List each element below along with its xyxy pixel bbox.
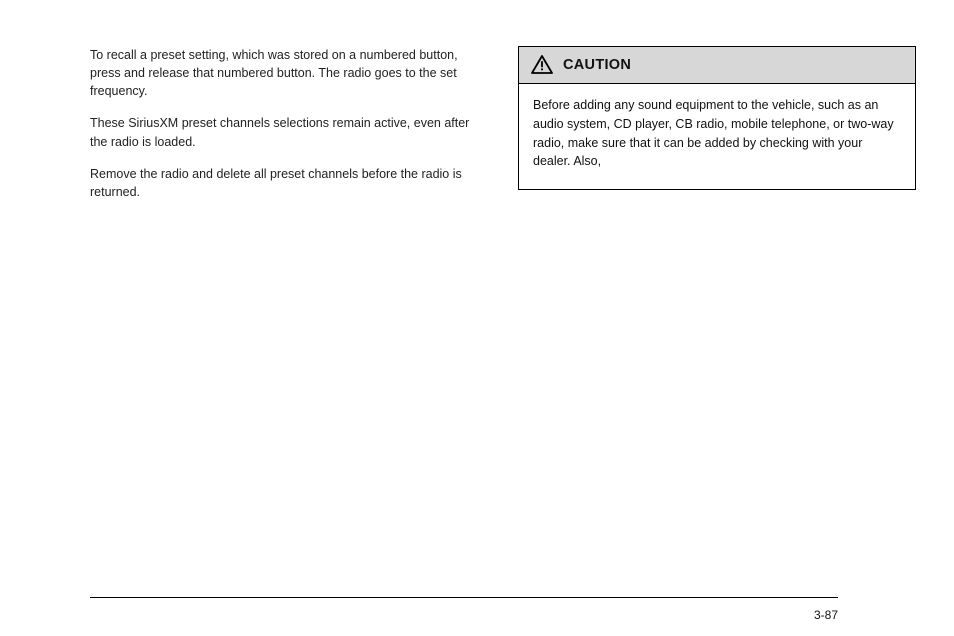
page: To recall a preset setting, which was st… bbox=[0, 0, 954, 636]
warning-triangle-icon bbox=[531, 55, 553, 74]
footer-rule bbox=[90, 597, 838, 598]
right-column: CAUTION Before adding any sound equipmen… bbox=[518, 46, 916, 190]
caution-callout-title: CAUTION bbox=[563, 57, 631, 73]
paragraph: These SiriusXM preset channels selection… bbox=[90, 114, 488, 150]
caution-callout: CAUTION Before adding any sound equipmen… bbox=[518, 46, 916, 190]
page-number: 3-87 bbox=[814, 608, 838, 622]
left-column: To recall a preset setting, which was st… bbox=[90, 46, 488, 215]
paragraph: To recall a preset setting, which was st… bbox=[90, 46, 488, 100]
caution-callout-header: CAUTION bbox=[519, 47, 915, 84]
paragraph: Remove the radio and delete all preset c… bbox=[90, 165, 488, 201]
caution-callout-body: Before adding any sound equipment to the… bbox=[519, 84, 915, 189]
